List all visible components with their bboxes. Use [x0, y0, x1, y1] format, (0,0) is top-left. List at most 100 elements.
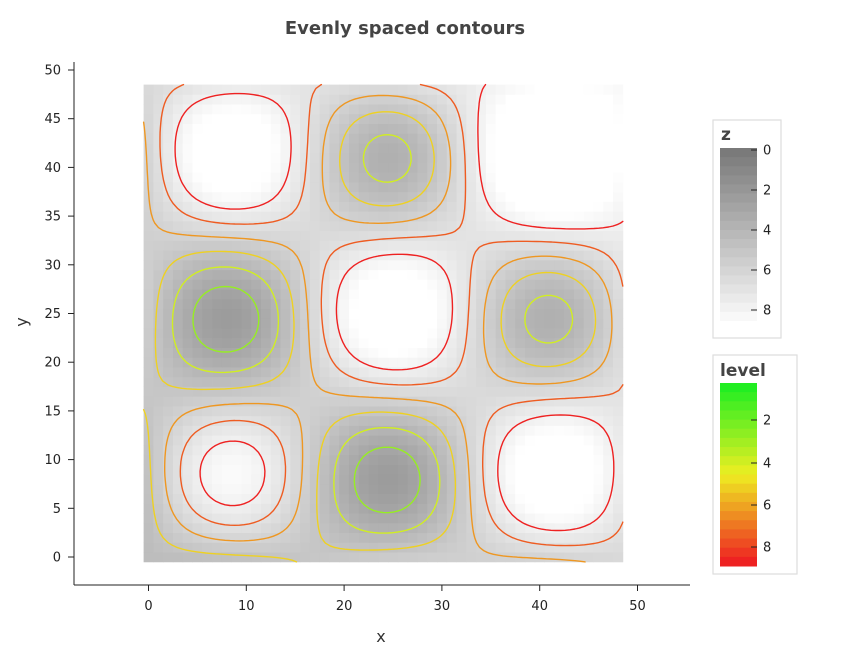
heatmap-cell: [525, 211, 536, 222]
heatmap-cell: [388, 94, 399, 105]
heatmap-cell: [280, 454, 291, 465]
heatmap-cell: [534, 444, 545, 456]
heatmap-cell: [505, 259, 516, 271]
heatmap-cell: [437, 84, 448, 95]
heatmap-cell: [270, 347, 281, 358]
heatmap-cell: [163, 298, 174, 310]
heatmap-cell: [485, 133, 497, 144]
heatmap-cell: [456, 201, 467, 212]
heatmap-cell: [554, 104, 565, 115]
heatmap-cell: [515, 143, 526, 154]
heatmap-cell: [290, 522, 301, 534]
heatmap-cell: [378, 396, 389, 407]
heatmap-cell: [397, 347, 409, 358]
heatmap-cell: [564, 503, 575, 514]
heatmap-cell: [182, 406, 193, 417]
heatmap-cell: [417, 94, 428, 105]
heatmap-cell: [221, 152, 233, 163]
heatmap-cell: [143, 172, 154, 183]
heatmap-cell: [163, 143, 174, 154]
heatmap-cell: [358, 444, 369, 456]
heatmap-cell: [143, 94, 154, 105]
heatmap-cell: [417, 172, 428, 183]
heatmap-cell: [260, 279, 272, 290]
heatmap-cell: [397, 113, 409, 124]
heatmap-cell: [329, 415, 340, 426]
heatmap-cell: [153, 474, 164, 485]
heatmap-cell: [172, 104, 184, 115]
heatmap-cell: [437, 357, 448, 368]
heatmap-cell: [397, 240, 409, 251]
heatmap-cell: [544, 503, 555, 514]
heatmap-cell: [603, 376, 614, 387]
heatmap-cell: [270, 308, 281, 319]
heatmap-cell: [525, 522, 536, 534]
heatmap-cell: [476, 542, 487, 553]
heatmap-cell: [417, 444, 428, 456]
heatmap-cell: [368, 347, 379, 358]
heatmap-cell: [280, 328, 291, 339]
heatmap-cell: [251, 532, 262, 543]
heatmap-cell: [212, 337, 223, 348]
heatmap-cell: [456, 269, 467, 280]
heatmap-cell: [221, 279, 233, 290]
heatmap-cell: [446, 357, 457, 368]
heatmap-cell: [163, 425, 174, 436]
heatmap-cell: [251, 552, 262, 563]
heatmap-cell: [231, 143, 242, 154]
heatmap-cell: [329, 552, 340, 563]
heatmap-cell: [446, 444, 457, 456]
heatmap-cell: [192, 143, 203, 154]
heatmap-cell: [202, 84, 213, 95]
heatmap-cell: [378, 435, 389, 446]
heatmap-cell: [348, 425, 360, 436]
heatmap-cell: [485, 435, 497, 446]
heatmap-cell: [163, 152, 174, 163]
heatmap-cell: [573, 191, 585, 202]
heatmap-cell: [495, 133, 506, 144]
heatmap-cell: [182, 454, 193, 465]
heatmap-cell: [583, 406, 594, 417]
heatmap-cell: [358, 513, 369, 524]
heatmap-cell: [212, 376, 223, 387]
heatmap-cell: [241, 532, 252, 543]
heatmap-cell: [192, 406, 203, 417]
heatmap-cell: [583, 94, 594, 105]
heatmap-cell: [348, 376, 360, 387]
heatmap-cell: [172, 552, 184, 563]
heatmap-cell: [378, 269, 389, 280]
heatmap-cell: [153, 201, 164, 212]
heatmap-cell: [573, 133, 585, 144]
heatmap-cell: [260, 220, 272, 232]
heatmap-cell: [231, 474, 242, 485]
heatmap-cell: [495, 172, 506, 183]
heatmap-cell: [593, 123, 604, 134]
heatmap-cell: [495, 425, 506, 436]
heatmap-cell: [153, 220, 164, 232]
heatmap-cell: [260, 259, 272, 271]
heatmap-cell: [348, 240, 360, 251]
heatmap-cell: [505, 113, 516, 124]
heatmap-cell: [339, 337, 350, 348]
heatmap-cell: [388, 425, 399, 436]
heatmap-cell: [603, 357, 614, 368]
heatmap-cell: [300, 84, 311, 95]
heatmap-cell: [368, 357, 379, 368]
heatmap-cell: [182, 415, 193, 426]
heatmap-cell: [485, 220, 497, 232]
heatmap-cell: [564, 337, 575, 348]
heatmap-cell: [505, 503, 516, 514]
heatmap-cell: [358, 522, 369, 534]
heatmap-cell: [427, 250, 438, 261]
heatmap-cell: [329, 201, 340, 212]
contour-line: [192, 285, 421, 514]
heatmap-cell: [231, 123, 242, 134]
heatmap-cell: [270, 503, 281, 514]
heatmap-cell: [476, 84, 487, 95]
heatmap-cell: [525, 104, 536, 115]
heatmap-cell: [437, 162, 448, 173]
heatmap-cell: [388, 279, 399, 290]
heatmap-cell: [407, 552, 418, 563]
heatmap-cell: [172, 84, 184, 95]
heatmap-cell: [280, 279, 291, 290]
